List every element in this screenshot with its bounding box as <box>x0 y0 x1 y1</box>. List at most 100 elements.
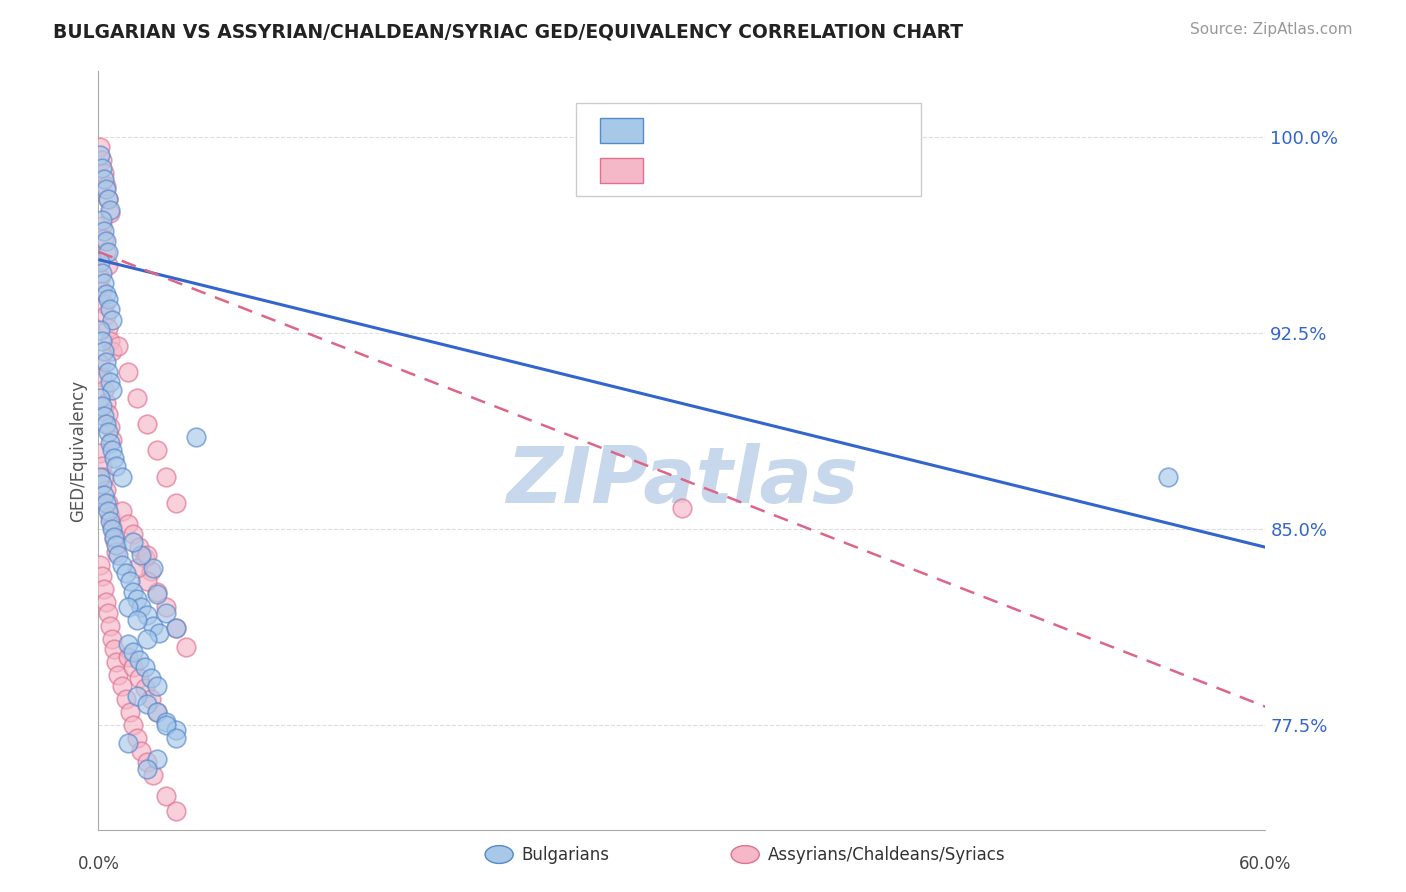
Point <box>96 396 118 410</box>
Point <box>104 655 127 669</box>
Point <box>136 417 159 432</box>
Point <box>117 637 139 651</box>
Point <box>93 232 115 246</box>
Point <box>98 376 121 390</box>
Point <box>117 736 139 750</box>
Point <box>114 691 136 706</box>
Point <box>127 592 149 607</box>
Point <box>107 339 129 353</box>
Point <box>127 614 149 628</box>
Point <box>139 564 162 578</box>
Text: ZIPatlas: ZIPatlas <box>506 442 858 519</box>
Point <box>127 391 149 405</box>
Point <box>146 705 169 719</box>
Point <box>96 235 118 249</box>
Point <box>101 522 124 536</box>
Point <box>96 182 118 196</box>
Point <box>146 679 169 693</box>
Point <box>96 286 118 301</box>
Point <box>91 459 114 474</box>
Point <box>165 731 187 745</box>
Point <box>97 258 120 272</box>
Point <box>89 271 111 285</box>
Point <box>97 496 120 510</box>
Point <box>148 626 170 640</box>
Point <box>134 550 156 565</box>
Point <box>91 399 114 413</box>
Point <box>97 193 120 207</box>
Point <box>97 425 120 439</box>
Point <box>165 621 187 635</box>
Point <box>91 213 114 227</box>
Point <box>107 668 129 682</box>
Point <box>1157 469 1180 483</box>
Point <box>91 284 114 298</box>
Point <box>174 640 197 654</box>
Point <box>127 690 149 704</box>
Point <box>155 469 177 483</box>
Point <box>89 140 111 154</box>
Point <box>96 417 118 432</box>
Text: 60.0%: 60.0% <box>1239 855 1292 872</box>
Text: R = -0.091: R = -0.091 <box>654 161 751 179</box>
Text: Source: ZipAtlas.com: Source: ZipAtlas.com <box>1189 22 1353 37</box>
Point <box>165 804 187 818</box>
Point <box>93 582 115 596</box>
Point <box>93 469 115 483</box>
Point <box>91 477 114 491</box>
Point <box>128 540 150 554</box>
Point <box>136 574 159 589</box>
Point <box>134 681 156 696</box>
Point <box>118 705 141 719</box>
Point <box>96 483 118 497</box>
Point <box>142 561 165 575</box>
Point <box>111 503 134 517</box>
Point <box>98 202 121 217</box>
Point <box>97 407 120 421</box>
Point <box>117 600 139 615</box>
Point <box>89 148 111 162</box>
Point <box>93 276 115 290</box>
Point <box>104 545 127 559</box>
Point <box>146 443 169 458</box>
Point <box>93 297 115 311</box>
Point <box>117 516 139 531</box>
Point <box>134 660 156 674</box>
Point <box>104 459 127 474</box>
Point <box>142 618 165 632</box>
Point <box>127 731 149 745</box>
Point <box>97 193 120 207</box>
Point <box>89 469 111 483</box>
Point <box>155 600 177 615</box>
Text: N = 78: N = 78 <box>773 121 837 139</box>
Point <box>107 548 129 562</box>
Point <box>98 205 121 219</box>
Point <box>146 752 169 766</box>
Point <box>136 608 159 623</box>
Point <box>155 606 177 620</box>
Point <box>96 595 118 609</box>
Point <box>93 166 115 180</box>
Point <box>117 365 139 379</box>
Point <box>111 558 134 573</box>
Point <box>91 334 114 348</box>
Point <box>98 334 121 348</box>
Point <box>98 435 121 450</box>
Point <box>139 671 162 685</box>
Text: N = 80: N = 80 <box>773 161 837 179</box>
Text: BULGARIAN VS ASSYRIAN/CHALDEAN/SYRIAC GED/EQUIVALENCY CORRELATION CHART: BULGARIAN VS ASSYRIAN/CHALDEAN/SYRIAC GE… <box>53 22 963 41</box>
Point <box>101 433 124 447</box>
Point <box>93 344 115 359</box>
Point <box>103 642 125 657</box>
Point <box>136 697 159 711</box>
Point <box>142 767 165 781</box>
Point <box>117 650 139 665</box>
Point <box>136 763 159 777</box>
Point <box>155 789 177 803</box>
Point <box>184 430 207 444</box>
Point <box>165 496 187 510</box>
Point <box>101 312 124 326</box>
Point <box>129 600 152 615</box>
Point <box>103 533 125 547</box>
Point <box>101 632 124 646</box>
